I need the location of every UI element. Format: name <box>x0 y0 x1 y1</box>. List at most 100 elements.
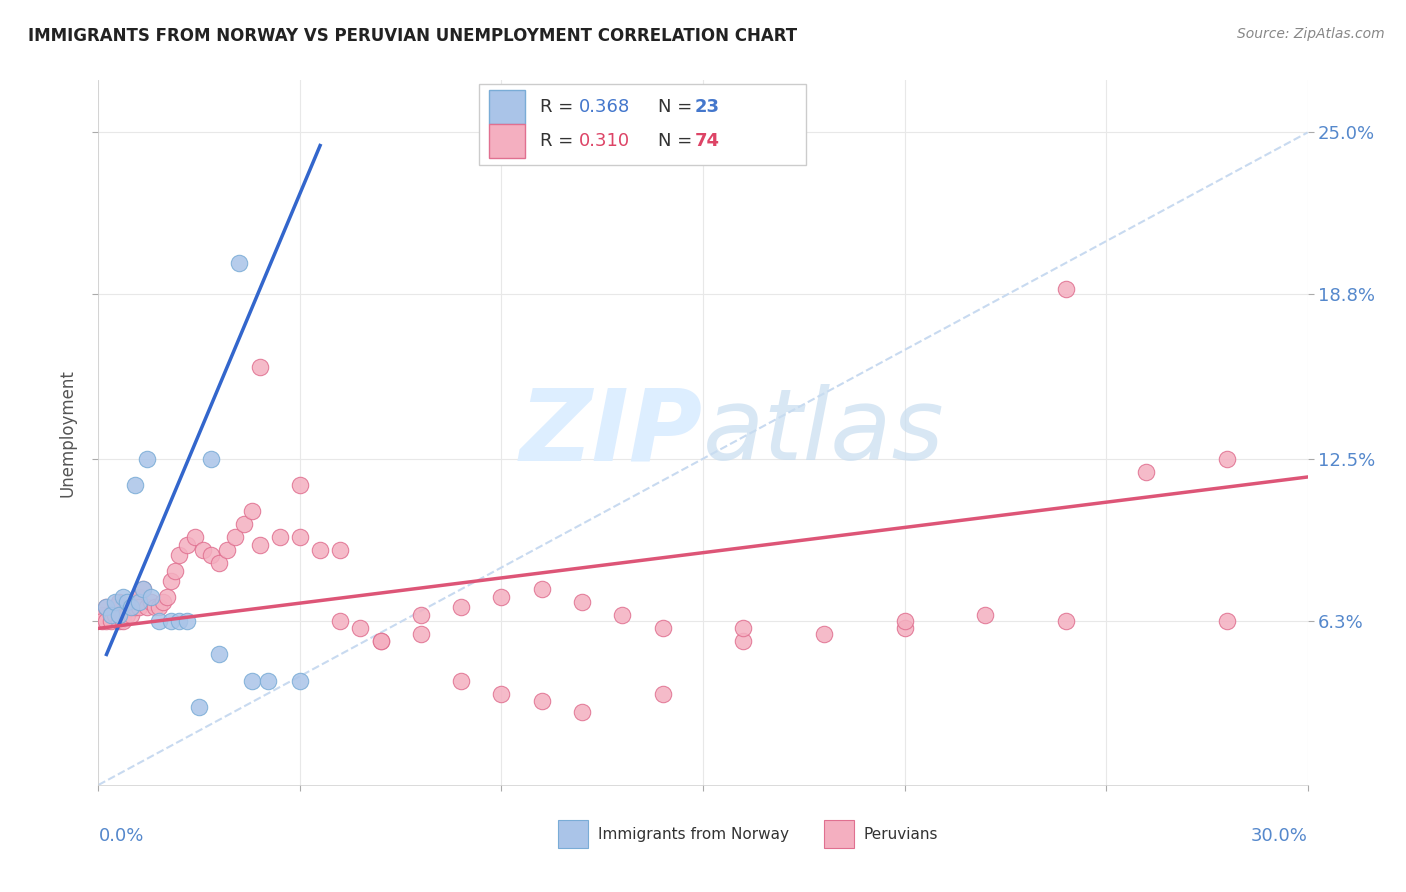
Point <box>111 590 134 604</box>
Point <box>813 626 835 640</box>
Point <box>115 608 138 623</box>
Point <box>208 556 231 570</box>
Text: R =: R = <box>540 132 579 150</box>
Point <box>309 543 332 558</box>
Point <box>733 621 755 635</box>
Text: atlas: atlas <box>703 384 945 481</box>
Point <box>96 600 118 615</box>
Text: R =: R = <box>540 98 579 116</box>
Point <box>132 582 155 597</box>
Point <box>148 600 170 615</box>
Point <box>163 564 186 578</box>
Point <box>128 595 150 609</box>
Point <box>115 595 138 609</box>
Point <box>288 530 311 544</box>
Point <box>1216 451 1239 466</box>
Point <box>139 595 162 609</box>
Point <box>200 451 222 466</box>
Point <box>249 538 271 552</box>
Point <box>152 595 174 609</box>
Point <box>893 621 915 635</box>
Point <box>103 595 125 609</box>
Point <box>120 608 142 623</box>
Point <box>240 673 263 688</box>
Point <box>409 608 432 623</box>
Point <box>91 614 114 628</box>
Point <box>450 673 472 688</box>
Point <box>143 600 166 615</box>
Point <box>128 600 150 615</box>
Point <box>450 600 472 615</box>
Text: N =: N = <box>658 132 699 150</box>
Point <box>107 608 129 623</box>
Point <box>491 687 513 701</box>
FancyBboxPatch shape <box>489 90 526 124</box>
Point <box>530 582 553 597</box>
Text: Immigrants from Norway: Immigrants from Norway <box>598 827 789 842</box>
Point <box>228 256 250 270</box>
Point <box>370 634 392 648</box>
FancyBboxPatch shape <box>558 821 588 848</box>
Point <box>1135 465 1157 479</box>
Point <box>100 614 122 628</box>
Text: ZIP: ZIP <box>520 384 703 481</box>
Text: IMMIGRANTS FROM NORWAY VS PERUVIAN UNEMPLOYMENT CORRELATION CHART: IMMIGRANTS FROM NORWAY VS PERUVIAN UNEMP… <box>28 27 797 45</box>
Point <box>139 590 162 604</box>
Point <box>160 614 183 628</box>
Point <box>135 451 157 466</box>
Point <box>329 543 352 558</box>
Point <box>91 608 114 623</box>
Point <box>733 634 755 648</box>
Point <box>571 705 593 719</box>
Point <box>176 614 198 628</box>
Point <box>1054 614 1077 628</box>
Point <box>128 590 150 604</box>
Point <box>96 614 118 628</box>
Point <box>288 478 311 492</box>
Y-axis label: Unemployment: Unemployment <box>59 368 77 497</box>
Point <box>148 614 170 628</box>
Text: 30.0%: 30.0% <box>1251 827 1308 846</box>
Point <box>100 608 122 623</box>
Point <box>188 699 211 714</box>
Point <box>240 504 263 518</box>
Point <box>571 595 593 609</box>
Point <box>115 600 138 615</box>
Text: 23: 23 <box>695 98 720 116</box>
Text: Peruvians: Peruvians <box>863 827 938 842</box>
Point <box>107 595 129 609</box>
Point <box>167 614 190 628</box>
Point <box>111 608 134 623</box>
Point <box>530 694 553 708</box>
Point <box>156 590 179 604</box>
Point <box>96 600 118 615</box>
Text: 0.0%: 0.0% <box>98 827 143 846</box>
Point <box>269 530 291 544</box>
Text: 74: 74 <box>695 132 720 150</box>
Point <box>167 549 190 563</box>
Point <box>651 621 673 635</box>
Point <box>200 549 222 563</box>
Point <box>184 530 207 544</box>
Point <box>224 530 246 544</box>
Point <box>409 626 432 640</box>
FancyBboxPatch shape <box>479 84 806 165</box>
Text: 0.368: 0.368 <box>578 98 630 116</box>
Point <box>124 600 146 615</box>
Point <box>288 673 311 688</box>
Point <box>100 608 122 623</box>
Point <box>893 614 915 628</box>
Point <box>103 608 125 623</box>
Text: Source: ZipAtlas.com: Source: ZipAtlas.com <box>1237 27 1385 41</box>
Point <box>111 614 134 628</box>
Point <box>256 673 278 688</box>
FancyBboxPatch shape <box>489 124 526 158</box>
Point <box>329 614 352 628</box>
Point <box>1216 614 1239 628</box>
Text: N =: N = <box>658 98 699 116</box>
Point <box>124 478 146 492</box>
Point <box>132 582 155 597</box>
Point <box>249 360 271 375</box>
Point <box>491 590 513 604</box>
Point <box>193 543 215 558</box>
